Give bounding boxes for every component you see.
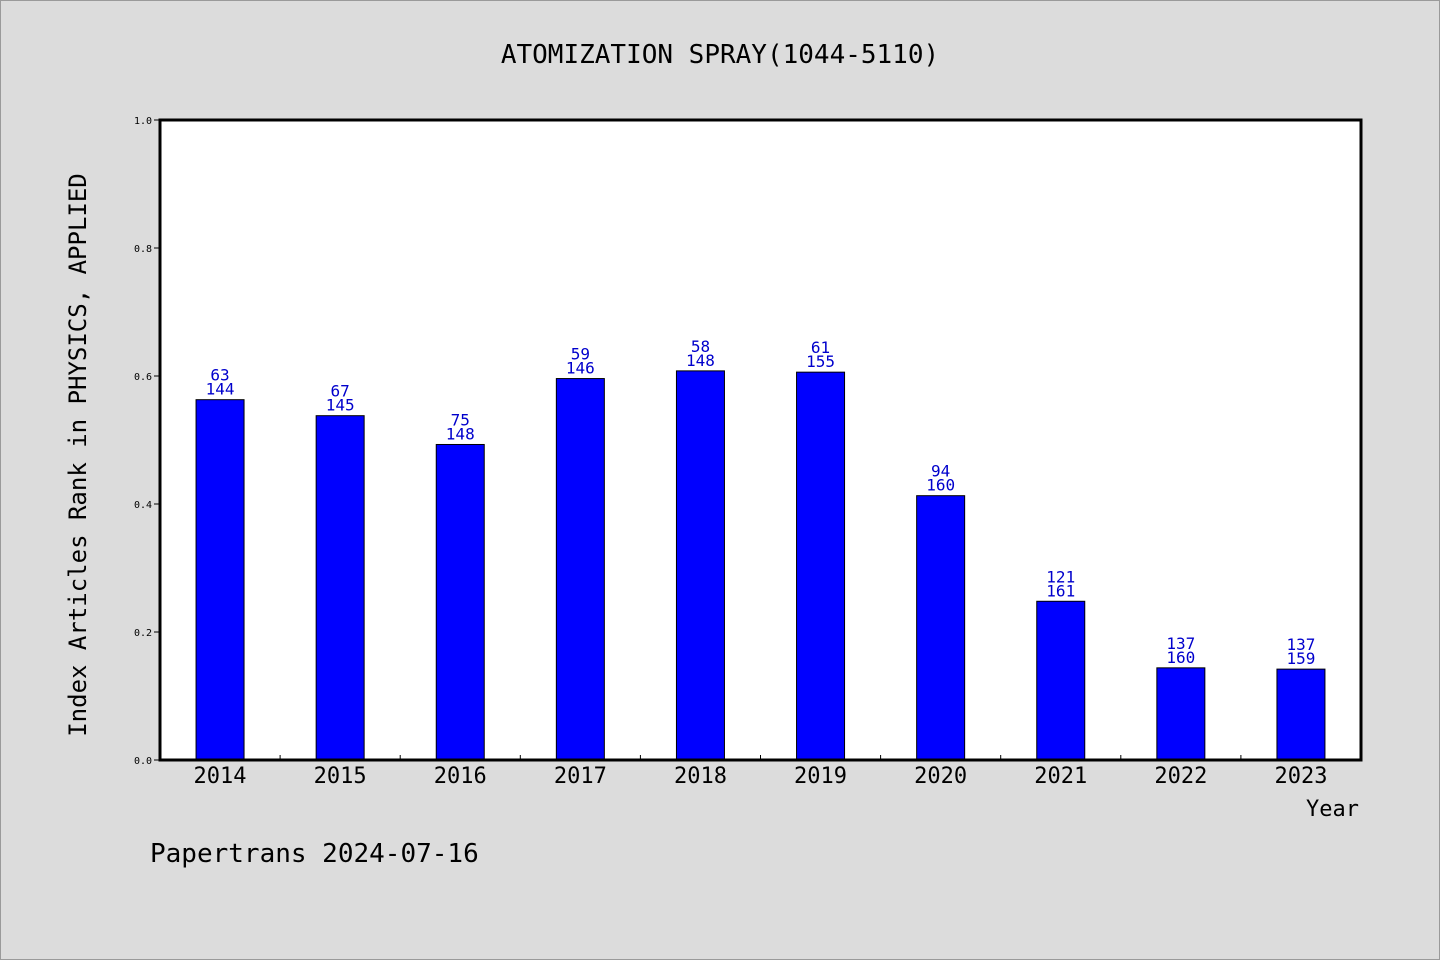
bar-label-total: 160 [1166,648,1195,667]
x-axis-label: Year [1306,797,1359,822]
y-tick-label: 1.0 [134,116,152,127]
bar [195,399,245,761]
bar-label-total: 161 [1046,581,1075,600]
bar [555,378,605,761]
bar [315,415,365,761]
bar-label-rank: 137 [1286,635,1315,654]
x-tick-label: 2016 [434,764,487,789]
bar-label-rank: 59 [571,345,590,364]
bar-label-total: 144 [206,380,235,399]
y-tick-label: 0.8 [134,244,152,255]
bar-label-total: 160 [926,476,955,495]
y-tick-label: 0.4 [134,500,152,511]
bar [435,443,485,761]
bar-label-total: 148 [446,424,475,443]
x-tick-label: 2014 [194,764,247,789]
x-tick-label: 2022 [1154,764,1207,789]
x-tick-label: 2017 [554,764,607,789]
plot-border [158,118,1363,762]
bar [916,495,966,761]
x-tick-label: 2019 [794,764,847,789]
bar-label-total: 146 [566,359,595,378]
y-axis: 0.0 0.2 0.4 0.6 0.8 1.0 [134,116,160,767]
bar-label-total: 159 [1286,649,1315,668]
bar [796,371,846,761]
bar-label-total: 145 [326,396,355,415]
bar-label-rank: 75 [451,410,470,429]
x-tick-label: 2015 [314,764,367,789]
y-tick-label: 0.0 [134,756,152,767]
bar [1036,600,1086,761]
bar [1276,668,1326,761]
bar-label-rank: 63 [210,366,229,385]
x-axis: 2014 2015 2016 2017 2018 2019 2020 2021 2022 2023 [194,755,1327,789]
y-axis-label: Index Articles Rank in PHYSICS, APPLIED [64,173,92,737]
x-tick-label: 2020 [914,764,967,789]
bar-label-total: 155 [806,352,835,371]
x-tick-label: 2021 [1034,764,1087,789]
bar-label-rank: 121 [1046,567,1075,586]
bar [675,370,725,761]
bar-label-rank: 67 [331,382,350,401]
bar-label-rank: 94 [931,462,950,481]
bar-label-rank: 58 [691,337,710,356]
bar-series [195,370,1326,761]
bar-label-rank: 61 [811,338,830,357]
y-tick-label: 0.6 [134,372,152,383]
footer-credit: Papertrans 2024-07-16 [150,839,479,869]
x-tick-label: 2018 [674,764,727,789]
bar [1156,667,1206,761]
x-tick-label: 2023 [1274,764,1327,789]
bar-label-total: 148 [686,351,715,370]
y-tick-label: 0.2 [134,628,152,639]
bar-label-rank: 137 [1166,634,1195,653]
chart-title: ATOMIZATION SPRAY(1044-5110) [501,40,939,70]
